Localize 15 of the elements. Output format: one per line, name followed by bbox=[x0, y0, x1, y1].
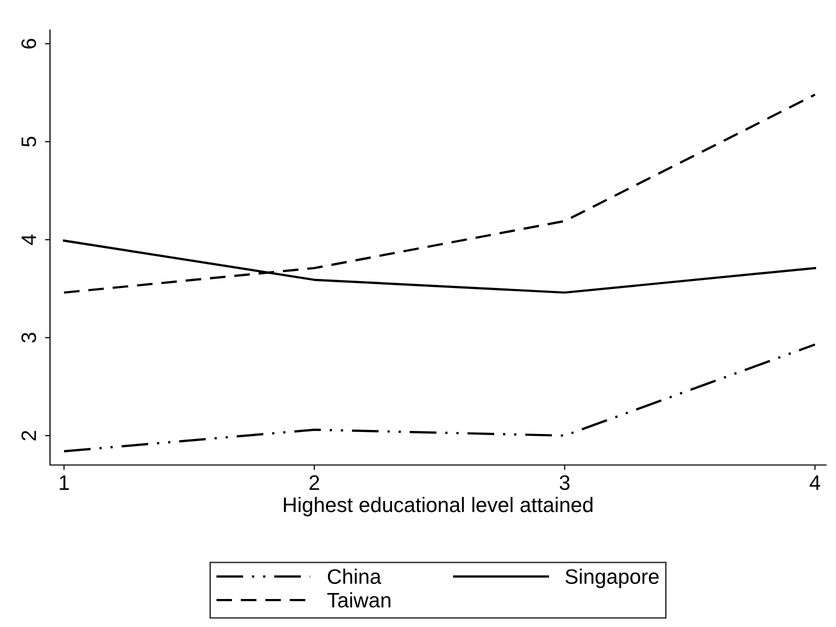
y-tick-label: 5 bbox=[22, 136, 36, 147]
x-tick-label: 2 bbox=[310, 475, 320, 490]
y-tick-label: 4 bbox=[22, 234, 36, 245]
y-tick-label: 6 bbox=[21, 38, 36, 48]
x-axis-title: Highest educational level attained bbox=[284, 496, 592, 516]
y-tick-label: 2 bbox=[21, 430, 36, 440]
x-tick-label: 4 bbox=[810, 475, 820, 490]
line-series bbox=[62, 343, 816, 452]
legend-label: Taiwan bbox=[327, 592, 390, 608]
y-tick-label: 3 bbox=[21, 332, 36, 343]
legend-label: Singapore bbox=[566, 568, 659, 588]
x-tick-label: 1 bbox=[60, 475, 69, 490]
legend-label: China bbox=[328, 568, 382, 584]
x-tick-label: 3 bbox=[560, 475, 570, 490]
line-series bbox=[62, 94, 816, 294]
